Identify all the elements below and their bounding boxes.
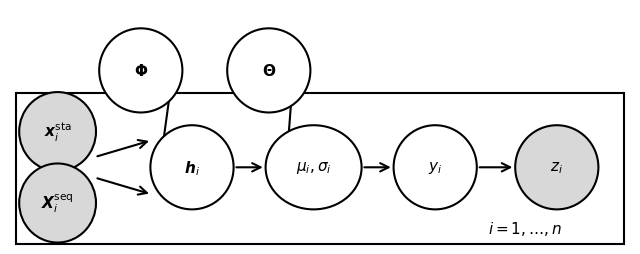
Ellipse shape: [394, 126, 477, 210]
Text: $\boldsymbol{x}_i^{\mathrm{sta}}$: $\boldsymbol{x}_i^{\mathrm{sta}}$: [44, 121, 72, 144]
Ellipse shape: [227, 29, 310, 113]
Text: $\mu_i, \sigma_i$: $\mu_i, \sigma_i$: [296, 160, 332, 176]
Text: $z_i$: $z_i$: [550, 160, 563, 176]
Ellipse shape: [19, 93, 96, 171]
Text: $\mathbf{\Theta}$: $\mathbf{\Theta}$: [262, 63, 276, 79]
Ellipse shape: [266, 126, 362, 210]
Ellipse shape: [99, 29, 182, 113]
Text: $\boldsymbol{X}_i^{\mathrm{seq}}$: $\boldsymbol{X}_i^{\mathrm{seq}}$: [41, 192, 74, 215]
Text: $\boldsymbol{h}_i$: $\boldsymbol{h}_i$: [184, 158, 200, 177]
Text: $\mathbf{\Phi}$: $\mathbf{\Phi}$: [134, 63, 148, 79]
Ellipse shape: [515, 126, 598, 210]
Bar: [16, 94, 624, 244]
Text: $i = 1, \ldots, n$: $i = 1, \ldots, n$: [488, 220, 562, 237]
Ellipse shape: [19, 164, 96, 243]
Text: $y_i$: $y_i$: [428, 160, 442, 176]
Ellipse shape: [150, 126, 234, 210]
